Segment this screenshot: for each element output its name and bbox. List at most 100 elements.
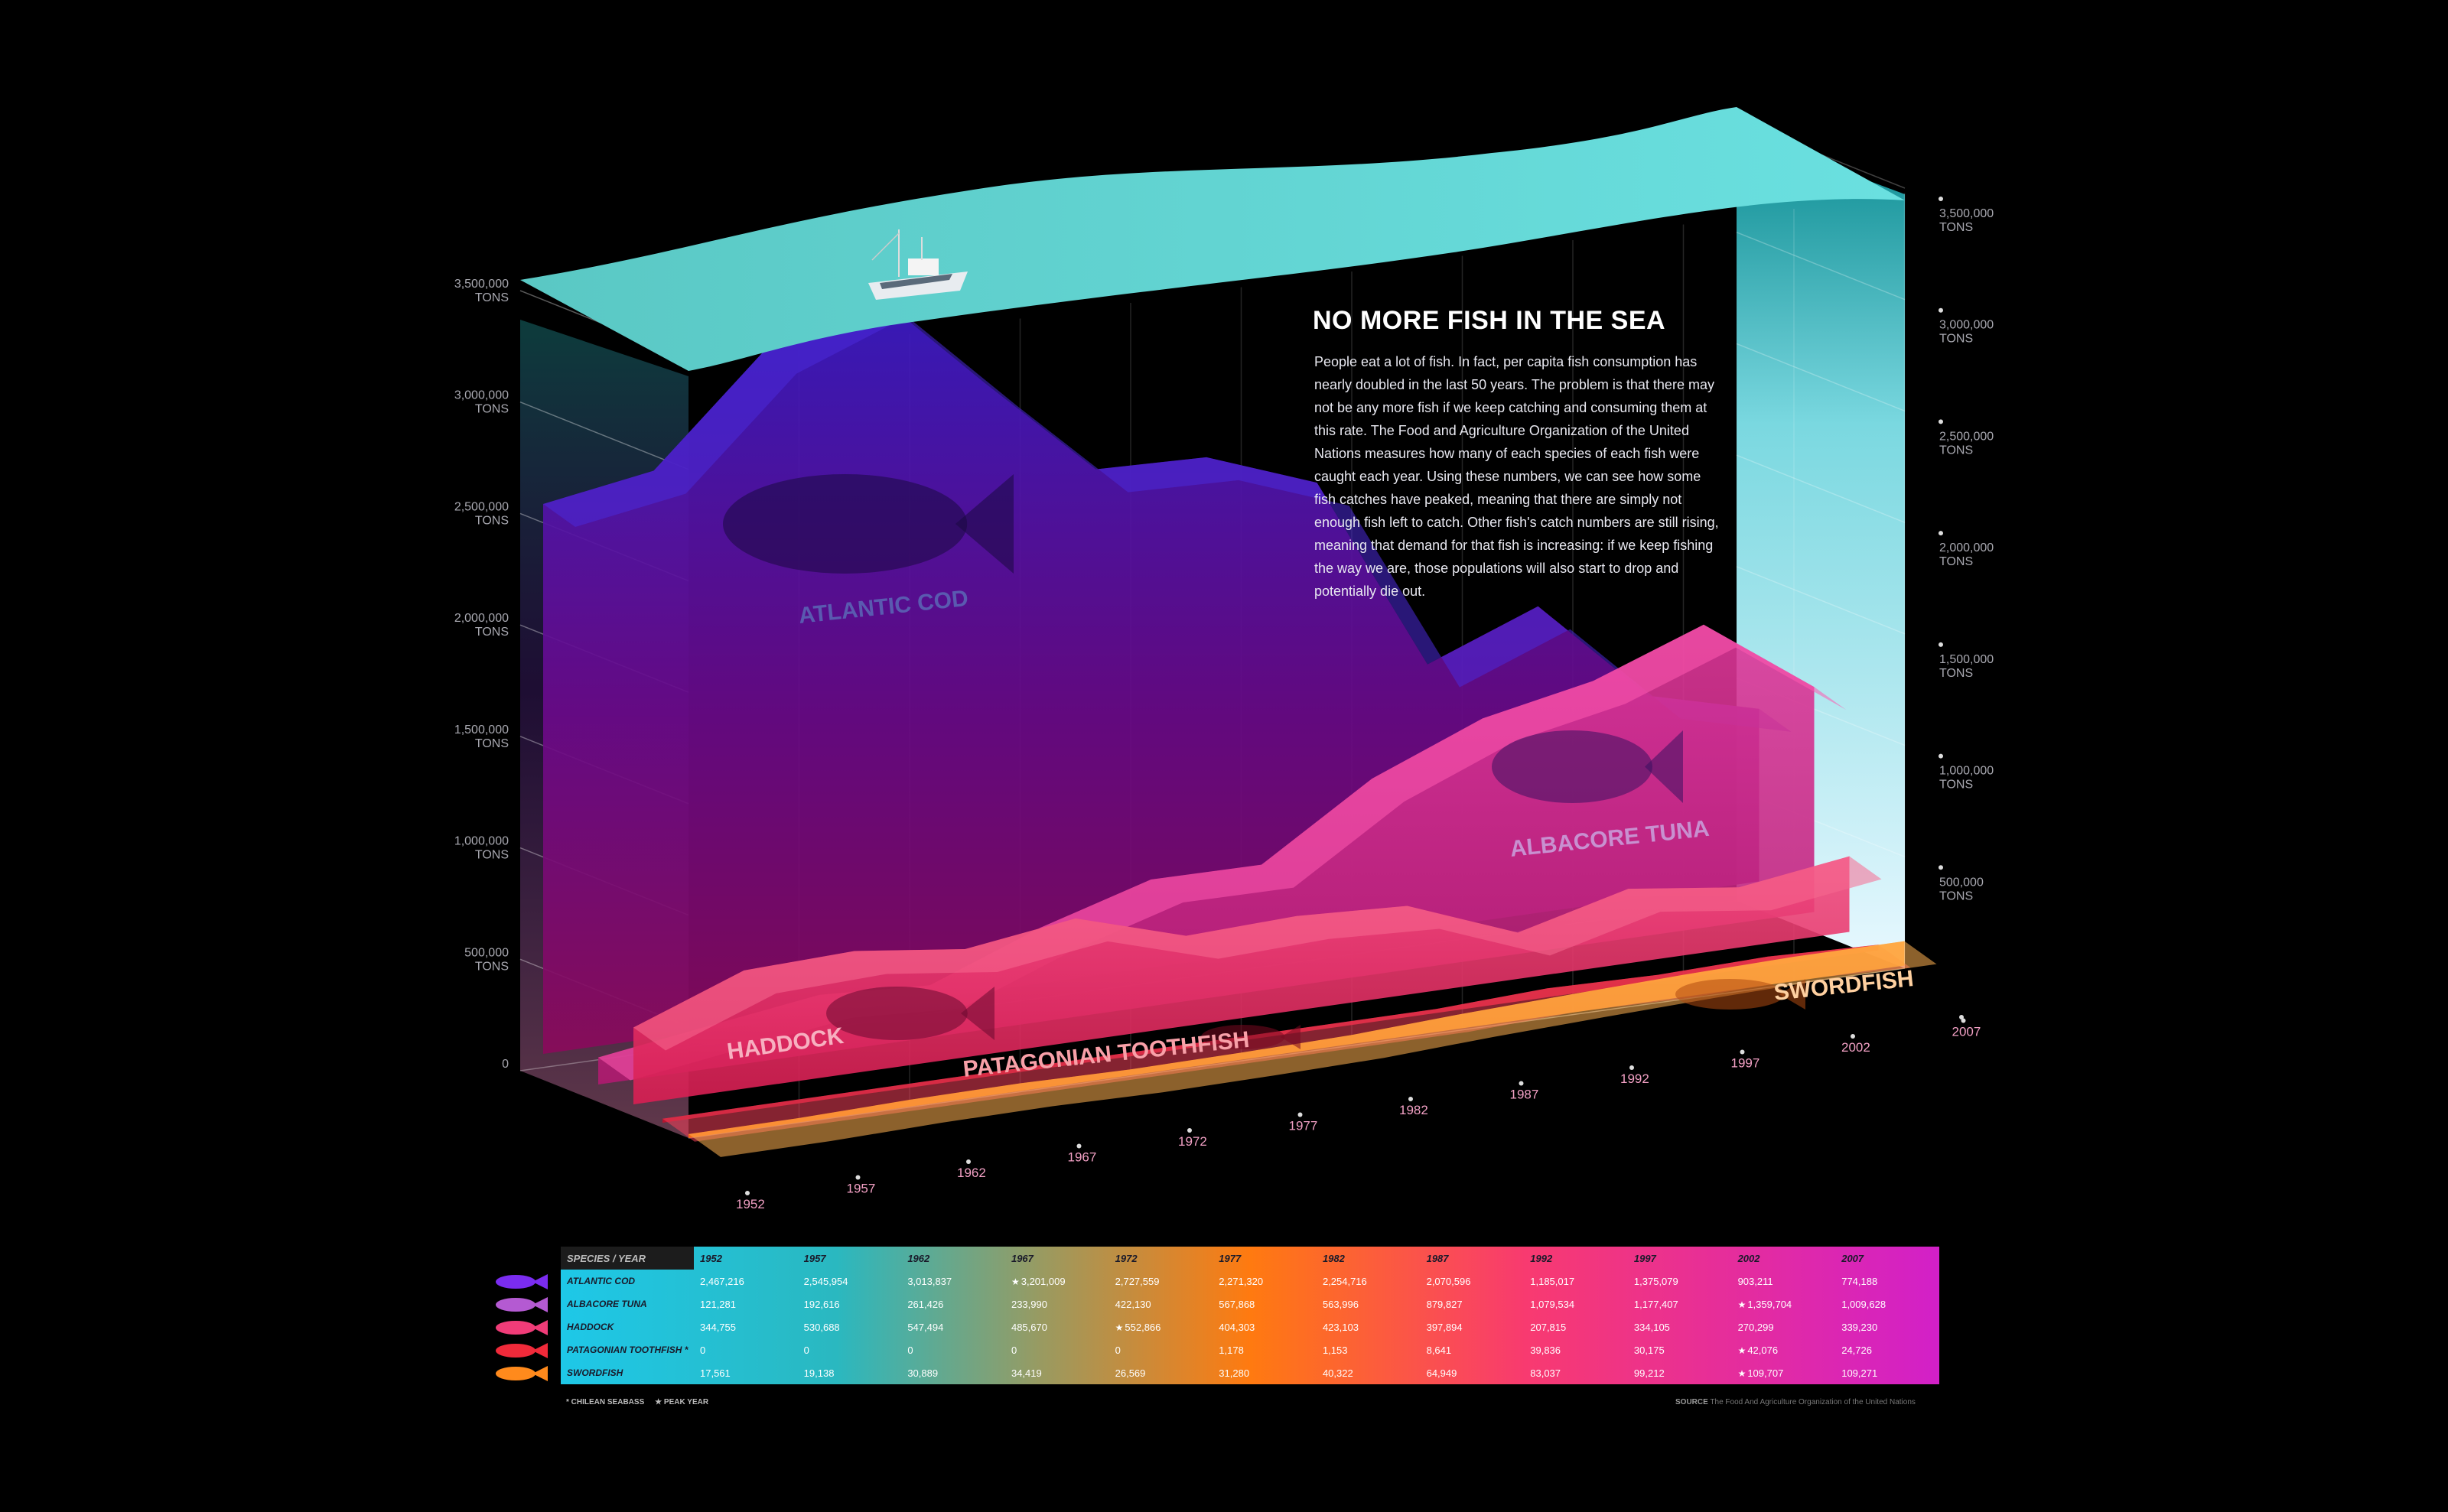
boat-stripe — [880, 274, 952, 289]
toothfish-silhouette-icon-body — [1201, 1025, 1285, 1049]
table-value-cell: 774,188 — [1841, 1275, 1878, 1287]
cod-icon-body — [496, 1275, 536, 1289]
series-haddock-area — [633, 856, 1850, 1104]
y-tick-label-right: 3,500,000 — [1939, 207, 1994, 220]
y-tick-label-right: 1,000,000 — [1939, 765, 1994, 778]
series-swordfish-ribbon — [688, 941, 1937, 1157]
table-value-cell: ★ 3,201,009 — [1011, 1275, 1066, 1287]
y-tick-unit-right: TONS — [1939, 667, 1973, 680]
grid-line-right — [1736, 454, 1906, 523]
x-tick-label-1987: 1987 — [1510, 1088, 1539, 1102]
table-value-cell: 2,271,320 — [1219, 1275, 1264, 1287]
footnotes: * CHILEAN SEABASS ★ PEAK YEAR — [566, 1398, 708, 1406]
table-value-cell: 109,271 — [1841, 1367, 1878, 1379]
y-tick-unit-left: TONS — [475, 849, 509, 862]
y-tick-dot-right — [1939, 642, 1943, 647]
x-tick-dot — [1740, 1049, 1745, 1055]
y-tick-label-left: 1,500,000 — [454, 723, 509, 736]
swordfish-icon-body — [496, 1367, 536, 1380]
table-value-cell: 233,990 — [1011, 1298, 1047, 1310]
table-value-cell: 1,153 — [1322, 1344, 1348, 1356]
swordfish-silhouette-icon-tail — [1779, 979, 1805, 1010]
tuna-silhouette-icon-tail — [1645, 730, 1683, 803]
table-value-cell: 3,013,837 — [907, 1275, 952, 1287]
table-species-cell: ATLANTIC COD — [567, 1276, 636, 1286]
table-value-cell: 567,868 — [1219, 1298, 1255, 1310]
tuna-icon-tail — [532, 1297, 548, 1312]
y-tick-unit-right: TONS — [1939, 221, 1973, 234]
table-row: HADDOCK 344,755 530,688 547,494 485,670 ★ 552,… — [561, 1315, 1939, 1338]
y-tick-label-left: 500,000 — [464, 946, 509, 959]
table-species-cell: ALBACORE TUNA — [567, 1299, 647, 1309]
table-value-cell: 26,569 — [1115, 1367, 1146, 1379]
y-tick-dot-right — [1939, 531, 1943, 536]
x-tick-label-1957: 1957 — [847, 1182, 876, 1196]
x-tick-label-2002: 2002 — [1841, 1040, 1870, 1055]
source-label: SOURCE — [1675, 1398, 1708, 1406]
y-tick-label-left: 0 — [502, 1058, 509, 1071]
boat-icon — [868, 229, 968, 300]
table-header-year: 1957 — [803, 1252, 826, 1264]
y-tick-label-right: 1,500,000 — [1939, 653, 1994, 666]
table-value-cell: 903,211 — [1737, 1275, 1773, 1287]
y-tick-label-left: 2,000,000 — [454, 612, 509, 625]
cod-icon — [496, 1274, 548, 1289]
table-value-cell: 422,130 — [1115, 1298, 1151, 1310]
chart-title: NO MORE FISH IN THE SEA — [1313, 306, 1666, 335]
x-tick-dot — [855, 1175, 861, 1180]
x-tick-dot — [1961, 1018, 1966, 1023]
y-tick-label-left: 3,000,000 — [454, 389, 509, 402]
tuna-silhouette-icon-body — [1492, 730, 1652, 803]
table-row: ALBACORE TUNA 121,281 192,616 261,426 233,99… — [561, 1293, 1939, 1315]
table-value-cell: 530,688 — [803, 1321, 840, 1333]
swordfish-icon — [496, 1366, 548, 1381]
table-header-corner: SPECIES / YEAR — [561, 1247, 694, 1270]
table-value-cell: 404,303 — [1219, 1321, 1255, 1333]
table-value-cell: 17,561 — [700, 1367, 731, 1379]
x-tick-label-1952: 1952 — [736, 1197, 765, 1211]
table-value-cell: 2,070,596 — [1426, 1275, 1471, 1287]
table-header-year: 1977 — [1219, 1252, 1242, 1264]
table-value-cell: 1,079,534 — [1530, 1298, 1575, 1310]
table-value-cell: 40,322 — [1322, 1367, 1353, 1379]
table-value-cell: 2,254,716 — [1322, 1275, 1367, 1287]
table-value-cell: ★ 552,866 — [1115, 1321, 1161, 1333]
y-tick-label-left: 1,000,000 — [454, 835, 509, 848]
table-header-year: 1952 — [700, 1252, 722, 1264]
water-surface — [520, 107, 1905, 371]
source-note: SOURCE The Food And Agriculture Organiza… — [1675, 1398, 1916, 1406]
boat-cabin — [908, 259, 939, 275]
table-value-cell: ★ 1,359,704 — [1737, 1298, 1792, 1310]
table-value-cell: 0 — [700, 1344, 706, 1356]
table-row: SWORDFISH 17,561 19,138 30,889 34,419 26,569 3… — [561, 1361, 1939, 1384]
peak-star-icon: ★ — [1011, 1276, 1020, 1287]
table-header-row: SPECIES / YEAR 1952 1957 1962 1967 1972 1977 19… — [561, 1247, 1939, 1270]
table-value-cell: 8,641 — [1426, 1344, 1452, 1356]
haddock-silhouette-icon-body — [826, 987, 968, 1040]
table-value-cell: 1,177,407 — [1633, 1298, 1678, 1310]
table-species-cell: PATAGONIAN TOOTHFISH * — [567, 1345, 688, 1355]
table-value-cell: 19,138 — [803, 1367, 835, 1379]
table-row: ATLANTIC COD 2,467,216 2,545,954 3,013,837 ★… — [561, 1270, 1939, 1293]
y-tick-dot-right — [1939, 197, 1943, 201]
table-header-year: 1987 — [1426, 1252, 1449, 1264]
x-tick-label-1992: 1992 — [1620, 1071, 1649, 1086]
peak-star-icon: ★ — [1115, 1322, 1124, 1333]
table-value-cell: 121,281 — [700, 1298, 736, 1310]
table-value-cell: 1,375,079 — [1633, 1275, 1678, 1287]
x-tick-label-1962: 1962 — [957, 1166, 986, 1180]
x-tick-label-1982: 1982 — [1399, 1103, 1428, 1117]
cod-silhouette-icon-tail — [955, 474, 1014, 574]
table-value-cell: 0 — [907, 1344, 913, 1356]
table-value-cell: 485,670 — [1011, 1321, 1047, 1333]
toothfish-icon-tail — [532, 1343, 548, 1358]
x-tick-label-2007: 2007 — [1952, 1025, 1981, 1039]
table-value-cell: 192,616 — [803, 1298, 840, 1310]
y-tick-unit-left: TONS — [475, 514, 509, 527]
table-value-cell: 30,175 — [1633, 1344, 1665, 1356]
toothfish-icon-body — [496, 1344, 536, 1358]
x-tick-dot-2007 — [1959, 1015, 1964, 1019]
table-value-cell: 30,889 — [907, 1367, 939, 1379]
y-tick-dot-right — [1939, 419, 1943, 424]
y-tick-label-right: 2,500,000 — [1939, 430, 1994, 443]
